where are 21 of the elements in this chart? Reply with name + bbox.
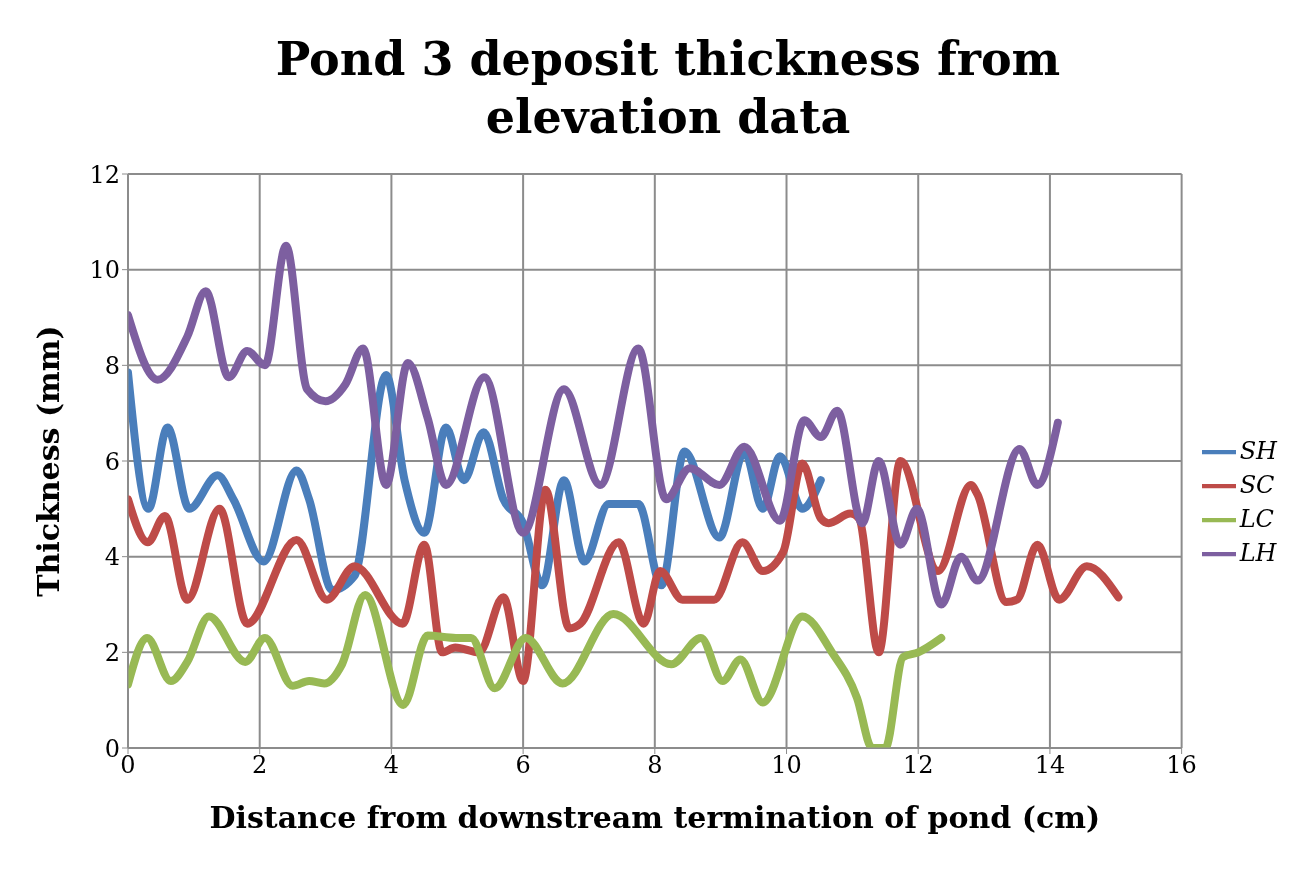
x-axis-title: Distance from downstream termination of pond (cm) <box>209 800 1101 835</box>
y-tick-label: 8 <box>104 351 120 380</box>
y-tick-label: 12 <box>89 160 120 189</box>
chart-title: Pond 3 deposit thickness from elevation data <box>274 31 1062 146</box>
x-tick-label: 10 <box>771 751 802 780</box>
legend-label: LC <box>1239 504 1274 533</box>
x-tick-label: 16 <box>1166 751 1197 780</box>
y-tick-label: 10 <box>89 256 120 285</box>
y-axis-title: Thickness (mm) <box>30 325 66 597</box>
y-tick-label: 2 <box>104 638 120 667</box>
x-tick-label: 6 <box>515 751 531 780</box>
x-tick-label: 4 <box>383 751 400 780</box>
y-tick-label: 6 <box>104 447 120 476</box>
legend-label: SH <box>1239 436 1277 465</box>
legend-label: SC <box>1239 470 1275 499</box>
x-tick-label: 12 <box>902 751 934 780</box>
x-tick-label: 8 <box>647 751 663 780</box>
legend-label: LH <box>1239 538 1277 567</box>
y-tick-label: 4 <box>104 543 120 572</box>
x-tick-label: 2 <box>252 751 268 780</box>
x-tick-label: 14 <box>1034 751 1066 780</box>
